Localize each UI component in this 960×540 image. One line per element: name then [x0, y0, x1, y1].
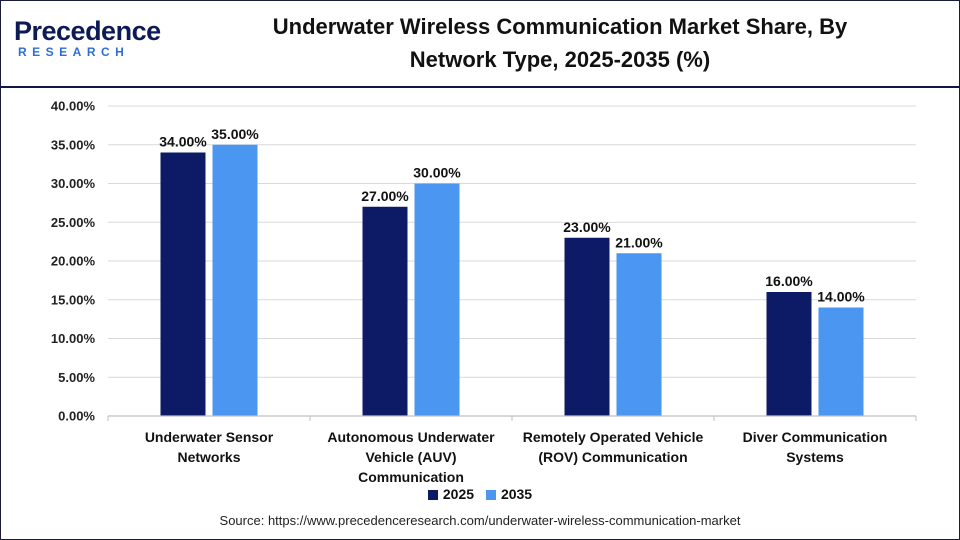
data-label-2035: 14.00% [817, 289, 865, 305]
data-label-2025: 23.00% [563, 219, 611, 235]
header-divider [0, 86, 960, 88]
x-category-label: Autonomous Underwater [327, 429, 495, 445]
brand-name: Precedence [14, 16, 161, 46]
legend-swatch-2035 [485, 490, 496, 500]
y-tick-label: 5.00% [58, 370, 95, 385]
bar-2025 [362, 206, 408, 416]
bar-2035 [818, 307, 864, 416]
data-label-2025: 27.00% [361, 188, 409, 204]
bar-2035 [616, 253, 662, 416]
bar-2035 [414, 183, 460, 416]
y-tick-label: 15.00% [51, 292, 96, 307]
x-category-label: (ROV) Communication [538, 449, 687, 465]
x-category-label: Diver Communication [743, 429, 888, 445]
x-category-label: Remotely Operated Vehicle [523, 429, 704, 445]
brand-subtitle: RESEARCH [18, 45, 130, 59]
data-label-2035: 21.00% [615, 234, 663, 250]
y-tick-label: 30.00% [51, 176, 96, 191]
y-tick-label: 25.00% [51, 215, 96, 230]
brand-logo: Precedence RESEARCH [14, 16, 164, 66]
legend-label-2025: 2025 [442, 486, 475, 502]
header: Precedence RESEARCH Underwater Wireless … [0, 0, 960, 86]
legend-item-2025: 2025 [427, 486, 475, 502]
y-tick-label: 10.00% [51, 331, 96, 346]
x-category-label: Communication [358, 469, 464, 485]
bar-chart: 0.00% 5.00% 10.00% 15.00% 20.00% 25.00% 30.00%… [51, 99, 917, 485]
x-category-label: Systems [786, 449, 844, 465]
source-note: Source: https://www.precedenceresearch.c… [219, 513, 741, 528]
x-category-label: Networks [177, 449, 240, 465]
y-tick-label: 40.00% [51, 99, 96, 114]
y-tick-label: 0.00% [58, 409, 95, 424]
y-tick-label: 20.00% [51, 254, 96, 269]
bar-2035 [212, 144, 258, 416]
y-tick-label: 35.00% [51, 137, 96, 152]
chart-title-line1: Underwater Wireless Communication Market… [272, 14, 848, 39]
bar-2025 [564, 237, 610, 416]
bar-2025 [160, 152, 206, 416]
x-category-label: Underwater Sensor [145, 429, 274, 445]
legend-swatch-2025 [427, 490, 438, 500]
legend-label-2035: 2035 [500, 486, 533, 502]
bar-2025 [766, 292, 812, 416]
data-label-2035: 30.00% [413, 165, 461, 181]
data-label-2035: 35.00% [211, 126, 259, 142]
chart-title-line2: Network Type, 2025-2035 (%) [409, 47, 711, 72]
legend: 2025 2035 [0, 486, 960, 502]
legend-item-2035: 2035 [485, 486, 533, 502]
x-category-label: Vehicle (AUV) [365, 449, 456, 465]
data-label-2025: 34.00% [159, 134, 207, 150]
chart-title: Underwater Wireless Communication Market… [175, 10, 945, 76]
data-label-2025: 16.00% [765, 273, 813, 289]
